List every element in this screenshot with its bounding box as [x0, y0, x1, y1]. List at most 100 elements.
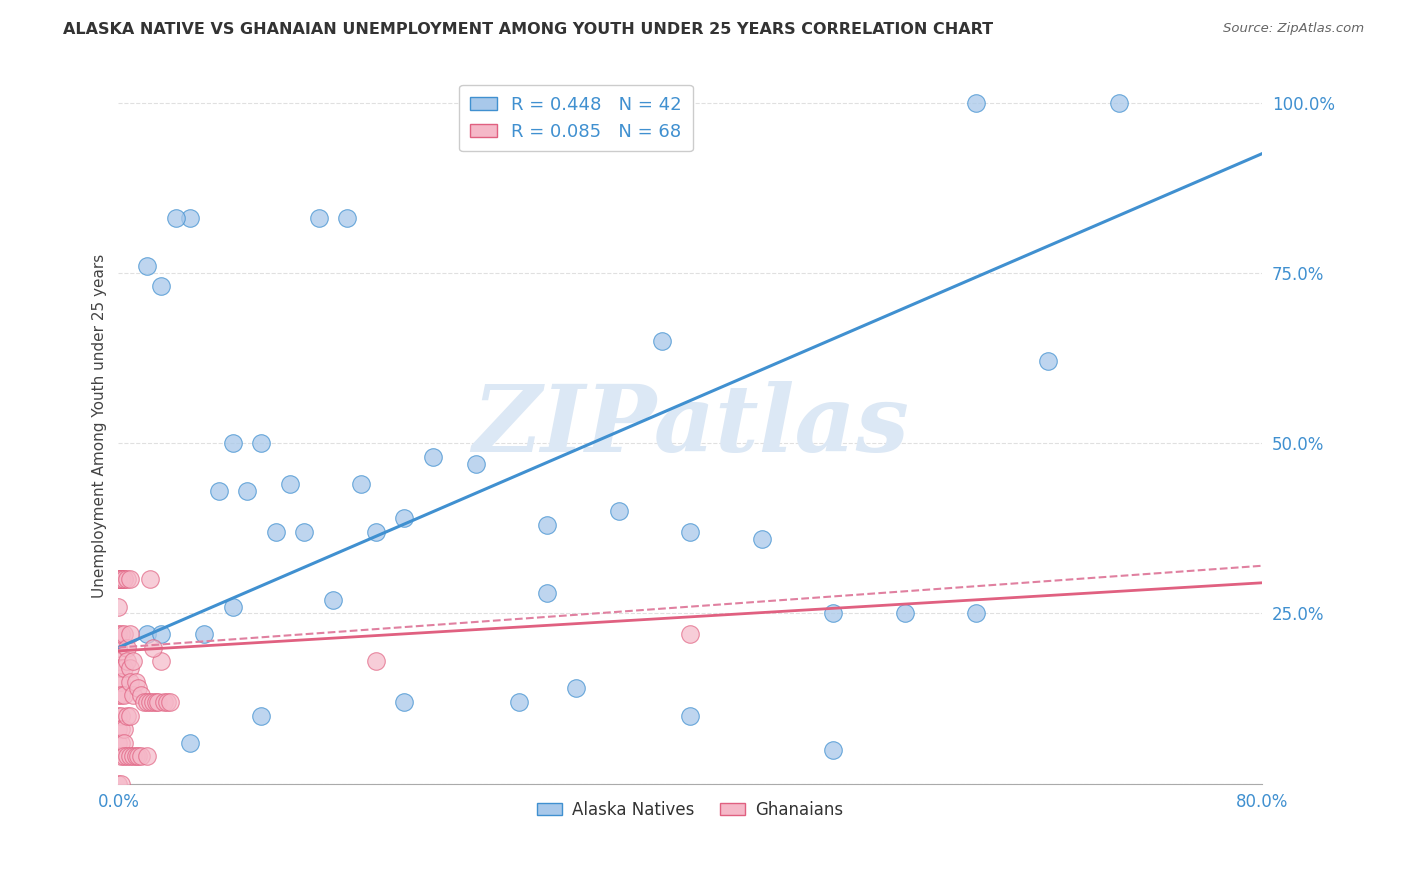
Point	[150, 279, 173, 293]
Point	[965, 607, 987, 621]
Point	[651, 334, 673, 348]
Point	[823, 607, 845, 621]
Point	[112, 749, 135, 764]
Point	[165, 211, 187, 226]
Point	[394, 695, 416, 709]
Point	[179, 211, 201, 226]
Point	[112, 627, 135, 641]
Point	[148, 695, 170, 709]
Point	[145, 695, 167, 709]
Point	[118, 661, 141, 675]
Point	[364, 524, 387, 539]
Point	[118, 708, 141, 723]
Point	[112, 736, 135, 750]
Point	[115, 640, 138, 655]
Point	[292, 524, 315, 539]
Point	[107, 654, 129, 668]
Point	[150, 654, 173, 668]
Point	[1036, 354, 1059, 368]
Point	[142, 640, 165, 655]
Point	[131, 688, 153, 702]
Point	[118, 674, 141, 689]
Point	[110, 723, 132, 737]
Point	[110, 777, 132, 791]
Point	[115, 708, 138, 723]
Point	[110, 573, 132, 587]
Legend: Alaska Natives, Ghanaians: Alaska Natives, Ghanaians	[531, 794, 849, 825]
Point	[308, 211, 330, 226]
Point	[536, 586, 558, 600]
Point	[118, 749, 141, 764]
Point	[110, 674, 132, 689]
Point	[107, 661, 129, 675]
Point	[110, 708, 132, 723]
Point	[142, 695, 165, 709]
Point	[136, 627, 159, 641]
Point	[115, 749, 138, 764]
Point	[607, 504, 630, 518]
Point	[236, 483, 259, 498]
Point	[107, 627, 129, 641]
Point	[121, 688, 143, 702]
Point	[464, 457, 486, 471]
Point	[107, 573, 129, 587]
Point	[250, 708, 273, 723]
Y-axis label: Unemployment Among Youth under 25 years: Unemployment Among Youth under 25 years	[93, 254, 107, 599]
Point	[115, 573, 138, 587]
Point	[150, 627, 173, 641]
Text: ALASKA NATIVE VS GHANAIAN UNEMPLOYMENT AMONG YOUTH UNDER 25 YEARS CORRELATION CH: ALASKA NATIVE VS GHANAIAN UNEMPLOYMENT A…	[63, 22, 994, 37]
Point	[207, 483, 229, 498]
Point	[134, 695, 156, 709]
Point	[179, 736, 201, 750]
Point	[107, 599, 129, 614]
Point	[110, 627, 132, 641]
Text: Source: ZipAtlas.com: Source: ZipAtlas.com	[1223, 22, 1364, 36]
Point	[107, 736, 129, 750]
Point	[124, 749, 146, 764]
Point	[131, 749, 153, 764]
Point	[121, 749, 143, 764]
Point	[679, 627, 702, 641]
Point	[565, 681, 588, 696]
Point	[107, 723, 129, 737]
Point	[422, 450, 444, 464]
Point	[110, 736, 132, 750]
Point	[112, 723, 135, 737]
Point	[336, 211, 359, 226]
Point	[153, 695, 176, 709]
Point	[322, 592, 344, 607]
Point	[115, 654, 138, 668]
Point	[107, 640, 129, 655]
Point	[127, 749, 149, 764]
Point	[159, 695, 181, 709]
Point	[350, 477, 373, 491]
Point	[127, 681, 149, 696]
Point	[110, 573, 132, 587]
Point	[139, 695, 162, 709]
Point	[139, 573, 162, 587]
Point	[112, 573, 135, 587]
Point	[264, 524, 287, 539]
Point	[278, 477, 301, 491]
Point	[679, 524, 702, 539]
Point	[121, 654, 143, 668]
Point	[222, 436, 245, 450]
Point	[250, 436, 273, 450]
Point	[394, 511, 416, 525]
Point	[107, 688, 129, 702]
Point	[112, 573, 135, 587]
Point	[110, 749, 132, 764]
Text: ZIPatlas: ZIPatlas	[472, 381, 908, 471]
Point	[193, 627, 215, 641]
Point	[136, 749, 159, 764]
Point	[110, 688, 132, 702]
Point	[823, 742, 845, 756]
Point	[508, 695, 530, 709]
Point	[751, 532, 773, 546]
Point	[107, 573, 129, 587]
Point	[107, 674, 129, 689]
Point	[965, 95, 987, 110]
Point	[136, 259, 159, 273]
Point	[112, 661, 135, 675]
Point	[364, 654, 387, 668]
